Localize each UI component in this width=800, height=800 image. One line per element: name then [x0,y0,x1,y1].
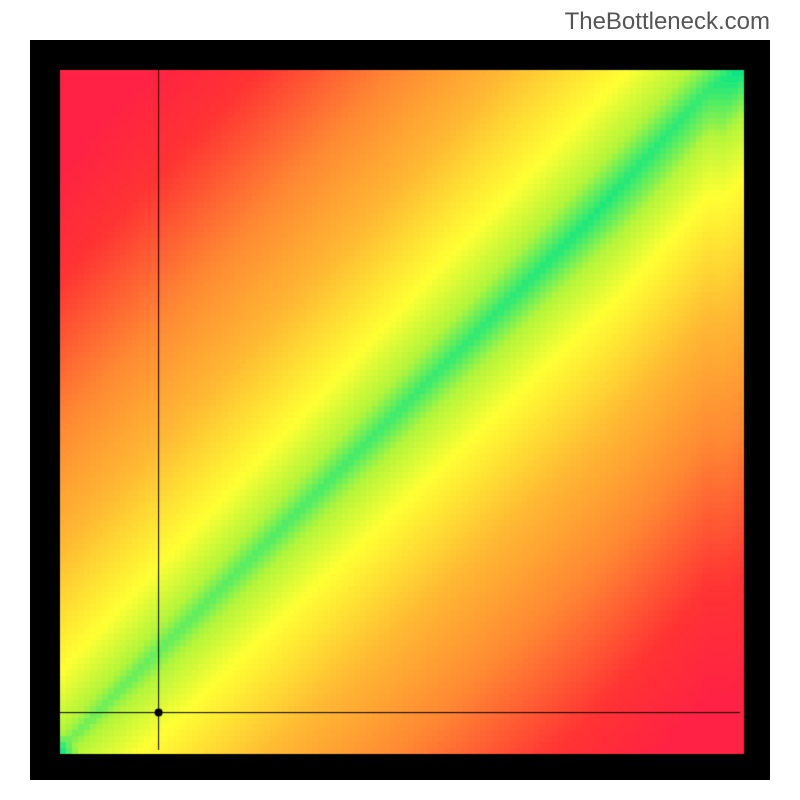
watermark-text: TheBottleneck.com [565,8,770,36]
chart-container: TheBottleneck.com [0,0,800,800]
heatmap-canvas [30,40,770,780]
plot-frame [30,40,770,780]
